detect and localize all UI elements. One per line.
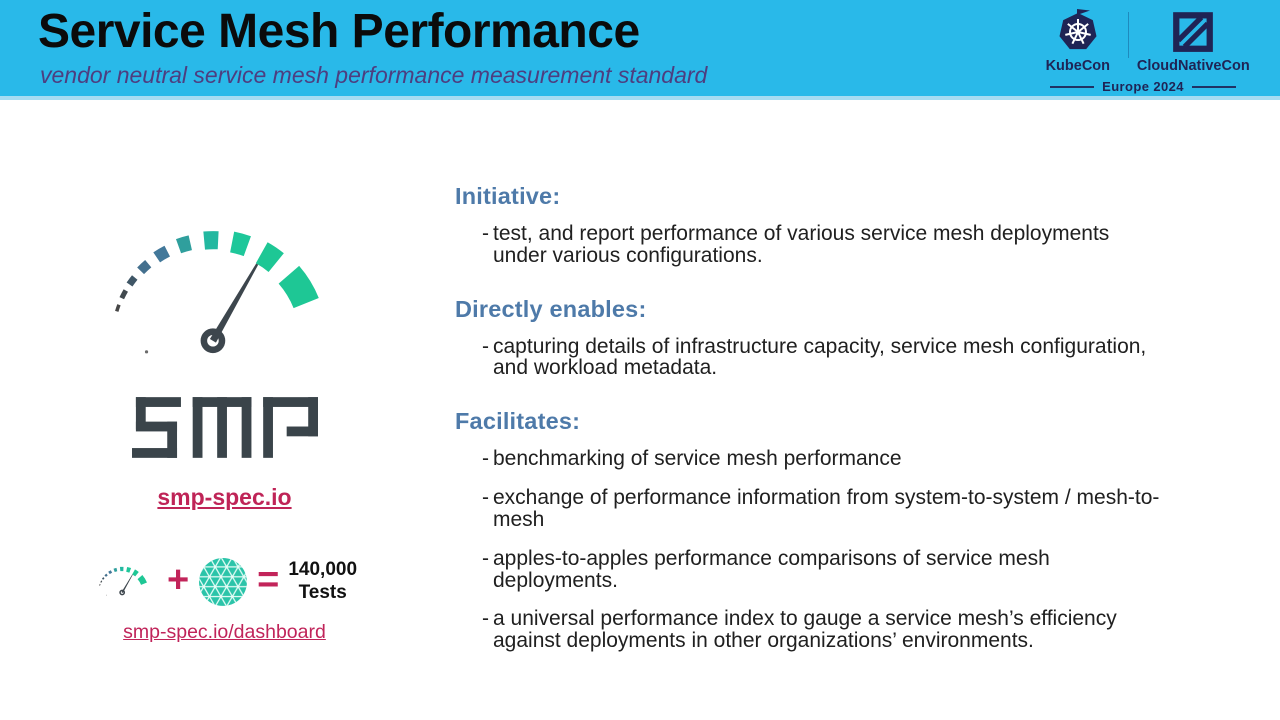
bullet-text: a universal performance index to gauge a… bbox=[493, 607, 1117, 653]
section-heading: Directly enables: bbox=[455, 295, 647, 322]
cloudnativecon-label: CloudNativeCon bbox=[1136, 58, 1250, 74]
bullet-dash: - bbox=[482, 222, 489, 245]
bullet-dash: - bbox=[482, 334, 489, 358]
page-title: Service Mesh Performance bbox=[38, 5, 640, 58]
list-item: - a universal performance index to gauge… bbox=[455, 608, 1167, 652]
logo-divider bbox=[1127, 12, 1129, 58]
mesh-sphere-icon bbox=[199, 558, 248, 606]
bullet-dash: - bbox=[482, 607, 489, 631]
bullet-list: - benchmarking of service mesh performan… bbox=[455, 448, 1167, 652]
smp-spec-link[interactable]: smp-spec.io bbox=[157, 484, 292, 510]
equals-operator: = bbox=[257, 559, 280, 601]
section-initiative: Initiative: - test, and report performan… bbox=[455, 183, 1167, 267]
bullet-list: - test, and report performance of variou… bbox=[455, 223, 1167, 267]
bullet-text: apples-to-apples performance comparisons… bbox=[493, 546, 1050, 592]
section-heading: Facilitates: bbox=[455, 408, 581, 435]
bullet-dash: - bbox=[482, 486, 489, 510]
smp-branding-panel: smp-spec.io + = 140,000 Tests smp-spec.i… bbox=[52, 215, 397, 644]
smp-wordmark bbox=[131, 397, 318, 458]
bullet-text: capturing details of infrastructure capa… bbox=[493, 334, 1147, 380]
tests-formula: + = 140,000 Tests bbox=[52, 557, 397, 607]
bullet-list: - capturing details of infrastructure ca… bbox=[455, 334, 1167, 380]
list-item: - benchmarking of service mesh performan… bbox=[455, 448, 1167, 470]
header-banner: Service Mesh Performance vendor neutral … bbox=[0, 0, 1280, 100]
bullet-dash: - bbox=[482, 546, 489, 570]
tests-count: 140,000 bbox=[288, 559, 358, 581]
conference-logo-row: KubeCon CloudNativeCon bbox=[1032, 8, 1254, 74]
event-name: Europe 2024 bbox=[1102, 79, 1184, 94]
dashboard-link-row: smp-spec.io/dashboard bbox=[52, 607, 397, 644]
kubecon-helm-icon bbox=[1059, 9, 1097, 50]
page-subtitle: vendor neutral service mesh performance … bbox=[40, 62, 708, 88]
list-item: - capturing details of infrastructure ca… bbox=[455, 334, 1167, 380]
section-heading: Initiative: bbox=[455, 183, 561, 209]
list-item: - exchange of performance information fr… bbox=[455, 487, 1167, 531]
gauge-icon bbox=[92, 563, 158, 602]
bullet-text: benchmarking of service mesh performance bbox=[493, 447, 902, 471]
list-item: - apples-to-apples performance compariso… bbox=[455, 546, 1167, 592]
smp-gauge-logo bbox=[84, 215, 366, 381]
tests-result: 140,000 Tests bbox=[288, 559, 357, 605]
cloudnativecon-cube-icon bbox=[1173, 12, 1214, 52]
conference-branding: KubeCon CloudNativeCon Euro bbox=[1032, 8, 1254, 94]
event-left-rule bbox=[1050, 85, 1095, 88]
bullet-dash: - bbox=[482, 447, 489, 471]
tests-label: Tests bbox=[298, 582, 347, 603]
cloudnativecon-logo: CloudNativeCon bbox=[1133, 8, 1254, 74]
list-item: - test, and report performance of variou… bbox=[455, 223, 1167, 267]
kubecon-label: KubeCon bbox=[1045, 58, 1110, 74]
event-right-rule bbox=[1191, 85, 1236, 88]
section-directly-enables: Directly enables: - capturing details of… bbox=[455, 296, 1167, 380]
content-column: Initiative: - test, and report performan… bbox=[455, 183, 1167, 681]
section-facilitates: Facilitates: - benchmarking of service m… bbox=[455, 408, 1167, 652]
site-link-row: smp-spec.io bbox=[52, 458, 397, 511]
event-name-row: Europe 2024 bbox=[1032, 79, 1254, 94]
kubecon-logo: KubeCon bbox=[1032, 8, 1124, 74]
dashboard-link[interactable]: smp-spec.io/dashboard bbox=[123, 621, 326, 643]
bullet-text: exchange of performance information from… bbox=[493, 486, 1160, 531]
bullet-text: test, and report performance of various … bbox=[493, 222, 1110, 267]
plus-operator: + bbox=[166, 559, 190, 601]
